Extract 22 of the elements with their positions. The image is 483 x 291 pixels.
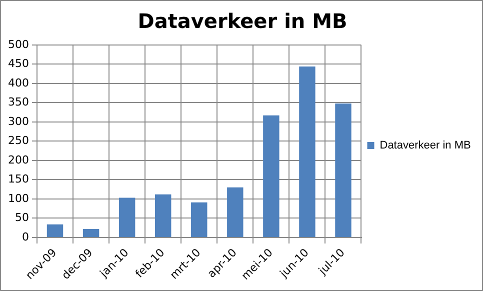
legend-label: Dataverkeer in MB xyxy=(380,140,471,152)
y-tick-label: 450 xyxy=(8,57,29,70)
y-tick-label: 150 xyxy=(8,172,29,186)
bar xyxy=(191,202,208,237)
bar xyxy=(227,187,244,237)
bar xyxy=(335,104,352,237)
bar xyxy=(299,66,316,237)
y-tick-label: 400 xyxy=(8,76,29,90)
bar xyxy=(263,115,280,237)
y-tick-label: 200 xyxy=(8,153,29,166)
bar xyxy=(46,224,64,237)
y-tick-label: 500 xyxy=(8,38,29,51)
y-tick-label: 250 xyxy=(8,134,29,148)
y-tick-label: 100 xyxy=(8,192,29,205)
bar xyxy=(154,194,172,237)
chart-title: Dataverkeer in MB xyxy=(138,9,348,34)
y-tick-label: 50 xyxy=(14,211,29,224)
y-tick-label: 350 xyxy=(8,96,29,109)
y-tick-label: 300 xyxy=(8,114,29,128)
y-tick-label: 0 xyxy=(22,230,29,244)
bar xyxy=(82,228,100,237)
bar xyxy=(118,198,136,237)
